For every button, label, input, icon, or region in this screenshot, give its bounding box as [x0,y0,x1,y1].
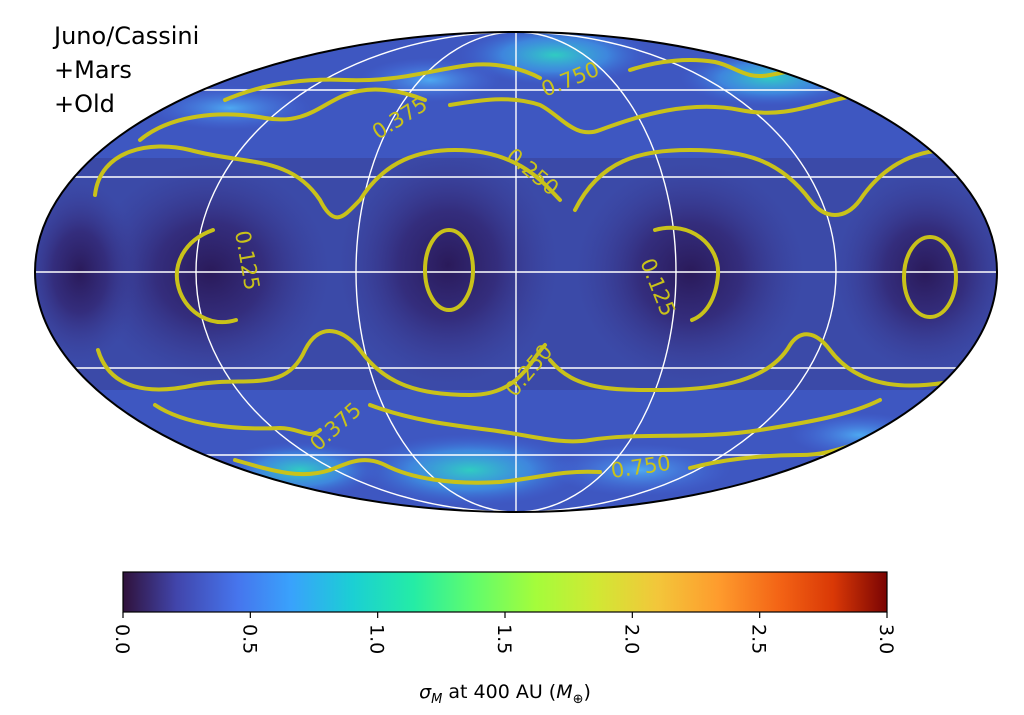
contour-0375 [368,398,882,444]
colorbar-tick-label: 1.0 [366,624,388,654]
colorbar: 0.0 0.5 1.0 1.5 2.0 2.5 3.0 σM at 400 AU (M⊕) [111,571,897,707]
colorbar-tick-label: 0.5 [238,624,260,654]
colorbar-tick-label: 3.0 [875,624,897,654]
contour-0125 [174,228,238,324]
legend-line-3: +Old [54,90,115,118]
colorbar-tick-label: 0.0 [111,624,133,654]
contour-0125 [902,235,958,319]
colorbar-ticks: 0.0 0.5 1.0 1.5 2.0 2.5 3.0 [111,612,897,654]
contour-0750 [223,62,542,102]
contour-0125 [423,228,475,312]
contour-0375 [138,87,427,142]
legend-line-1: Juno/Cassini [52,22,199,50]
heatmap-bright-patch [680,50,860,106]
heatmap-dark-region [338,145,558,385]
contour-0250 [96,329,547,397]
meridian-ellipse [355,32,677,512]
colorbar-tick-label: 1.5 [493,624,515,654]
colorbar-gradient [122,571,888,613]
contour-0375 [153,403,322,436]
contour-0250 [93,144,562,220]
dataset-legend: Juno/Cassini +Mars +Old [52,22,199,118]
heatmap-bright-patch [360,434,580,506]
colorbar-label: σM at 400 AU (M⊕) [419,681,591,707]
colorbar-tick-label: 2.0 [620,624,642,654]
contour-0250 [548,332,962,392]
heatmap-bright-patch [550,444,730,496]
meridian-ellipse [195,32,837,512]
contour-0125 [653,225,721,322]
colorbar-tick-label: 2.5 [748,624,770,654]
contour-0250 [573,148,952,217]
contour-0750 [233,458,602,485]
legend-line-2: +Mars [54,56,132,84]
map-border [34,31,998,513]
